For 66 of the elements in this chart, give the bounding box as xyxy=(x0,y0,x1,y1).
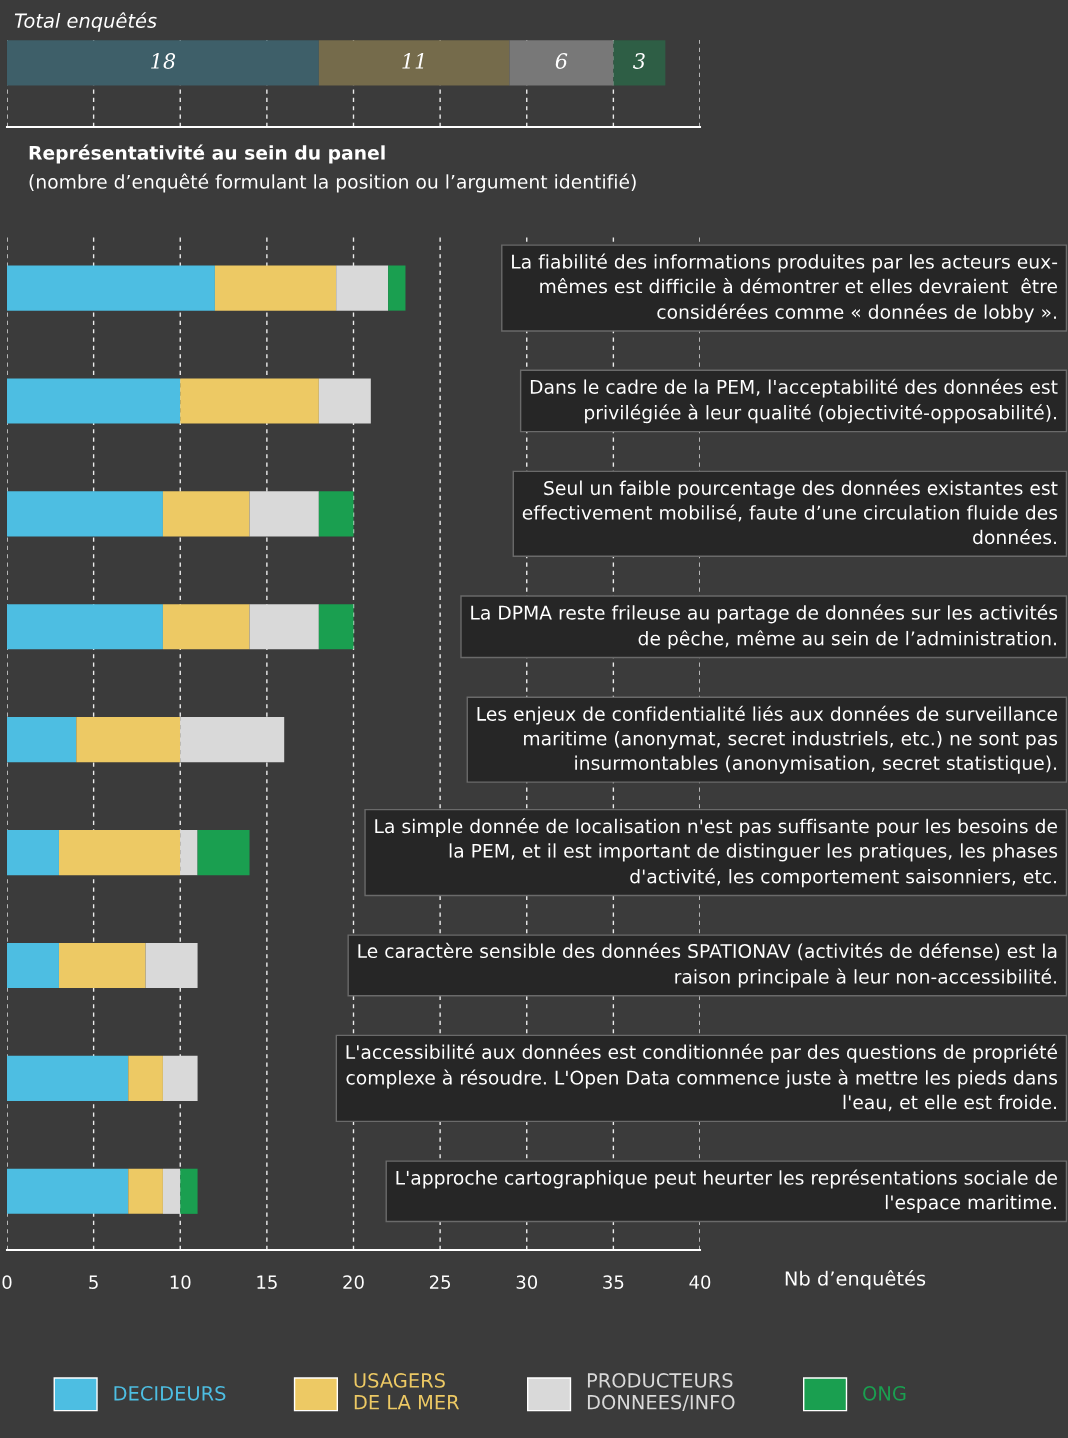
x-tick-label: 5 xyxy=(89,1275,98,1289)
y-tick-label: La simple donnée de localisation n'est pas suffisante pour les besoins de la PEM, et il est important de distinguer les pratiques, les phases d'activité, les comportement saisonniers, etc. xyxy=(375,818,1058,888)
bar xyxy=(249,604,319,650)
y-tick-label: L'approche cartographique peut heurter les représentations sociale de l'espace maritime. xyxy=(396,1169,1057,1214)
bar xyxy=(388,265,406,311)
bar xyxy=(58,942,146,989)
chart-title: Total enquêtés xyxy=(14,12,157,32)
bar xyxy=(58,830,181,876)
bar xyxy=(7,1168,129,1214)
x-tick-label: 35 xyxy=(603,1275,624,1289)
y-tick-label: Dans le cadre de la PEM, l'acceptabilité des données est privilégiée à leur qualité (objectivité-opposabilité). xyxy=(530,378,1058,424)
bar xyxy=(76,717,181,763)
y-tick-label: Le caractère sensible des données SPATIONAV (activités de défense) est la raison principale à leur non-accessibilité. xyxy=(358,942,1057,988)
y-tick-label: Les enjeux de confidentialité liés aux données de surveillance maritime (anonymat, secret industriels, etc.) ne sont pas insurmontables (anonymisation, secret statistique). xyxy=(477,705,1058,774)
bar xyxy=(249,491,319,537)
y-tick-label: Seul un faible pourcentage des données existantes est effectivement mobilisé, faute d’une circulation fluide des données. xyxy=(522,479,1058,545)
bar xyxy=(613,40,666,86)
x-tick-label: 30 xyxy=(516,1275,538,1289)
y-tick-label: La fiabilité des informations produites par les acteurs eux- mêmes est difficile à démontrer et elles devraient être considérées comme « données de lobby ». xyxy=(512,253,1058,323)
bar xyxy=(318,604,354,650)
bar xyxy=(180,1168,198,1214)
bar xyxy=(7,717,77,763)
data-label: 3 xyxy=(632,53,645,69)
x-tick-label: 25 xyxy=(429,1275,451,1289)
legend-label: ONG xyxy=(863,1385,906,1401)
x-tick-label: 0 xyxy=(2,1275,12,1289)
bar xyxy=(162,491,250,537)
bar xyxy=(336,265,389,311)
bar xyxy=(180,830,198,876)
bar xyxy=(145,942,198,989)
legend-label: USAGERS DE LA MER xyxy=(354,1373,460,1410)
bar xyxy=(318,378,371,424)
bar xyxy=(7,1055,129,1101)
bar xyxy=(197,830,250,876)
bar xyxy=(318,491,354,537)
data-label: 18 xyxy=(151,53,176,69)
x-tick-label: 20 xyxy=(343,1275,364,1289)
bar xyxy=(7,604,163,650)
chart-subtitle: (nombre d’enquêté formulant la position ou l’argument identifié) xyxy=(29,173,636,193)
bar xyxy=(7,40,319,86)
bar xyxy=(180,717,285,763)
y-tick-label: L'accessibilité aux données est conditionnée par des questions de propriété complexe à résoudre. L'Open Data commence juste à mettre les pieds dans l'eau, et elle est froide. xyxy=(346,1043,1058,1112)
data-label: 6 xyxy=(555,53,568,69)
bar xyxy=(128,1168,163,1214)
bar xyxy=(7,830,59,876)
x-axis-title: Nb d’enquêtés xyxy=(785,1270,926,1290)
bar xyxy=(162,1168,181,1214)
bar xyxy=(7,378,181,424)
legend-label: DECIDEURS xyxy=(114,1385,226,1401)
bar xyxy=(214,265,337,311)
x-tick-label: 15 xyxy=(257,1275,277,1289)
bar xyxy=(128,1055,163,1101)
bar xyxy=(7,942,59,989)
bar xyxy=(162,1055,198,1101)
x-tick-label: 40 xyxy=(689,1275,711,1289)
legend-label: PRODUCTEURS DONNEES/INFO xyxy=(587,1373,735,1412)
data-label: 11 xyxy=(402,53,424,69)
bar xyxy=(318,40,510,86)
bar xyxy=(509,40,614,86)
y-tick-label: La DPMA reste frileuse au partage de données sur les activités de pêche, même au sein de l’administration. xyxy=(471,604,1058,650)
bar xyxy=(180,378,319,424)
bar xyxy=(7,491,163,537)
x-tick-label: 10 xyxy=(170,1275,191,1289)
bar xyxy=(7,265,215,311)
chart-title: Représentativité au sein du panel xyxy=(29,144,385,164)
bar xyxy=(162,604,250,650)
